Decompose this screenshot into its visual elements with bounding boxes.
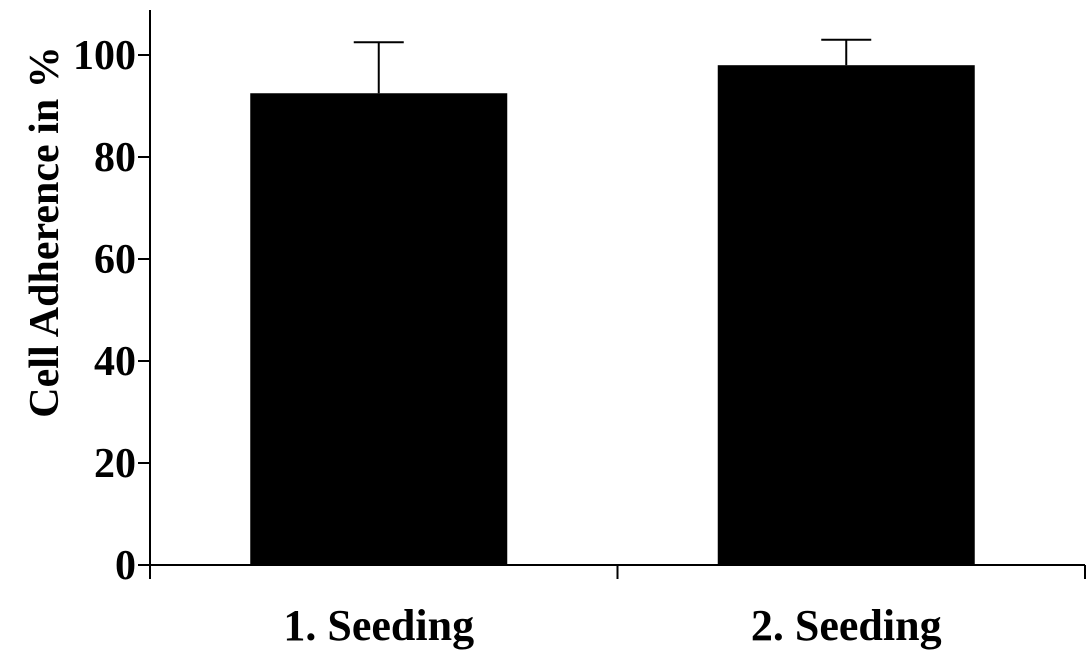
- bar-1: [250, 93, 508, 565]
- x-category-label: 2. Seeding: [751, 601, 942, 650]
- y-tick-label: 60: [94, 237, 136, 283]
- y-tick-label: 40: [94, 339, 136, 385]
- y-axis-title: Cell Adherence in %: [22, 46, 68, 417]
- y-tick-label: 20: [94, 441, 136, 487]
- y-tick-label: 100: [73, 33, 136, 79]
- bar-2: [717, 65, 975, 565]
- y-tick-label: 80: [94, 135, 136, 181]
- x-category-label: 1. Seeding: [283, 601, 474, 650]
- plot-area: 0 20 40 60 80 100 1. Seeding 2. Seeding: [73, 10, 1086, 650]
- y-tick-label: 0: [115, 543, 136, 589]
